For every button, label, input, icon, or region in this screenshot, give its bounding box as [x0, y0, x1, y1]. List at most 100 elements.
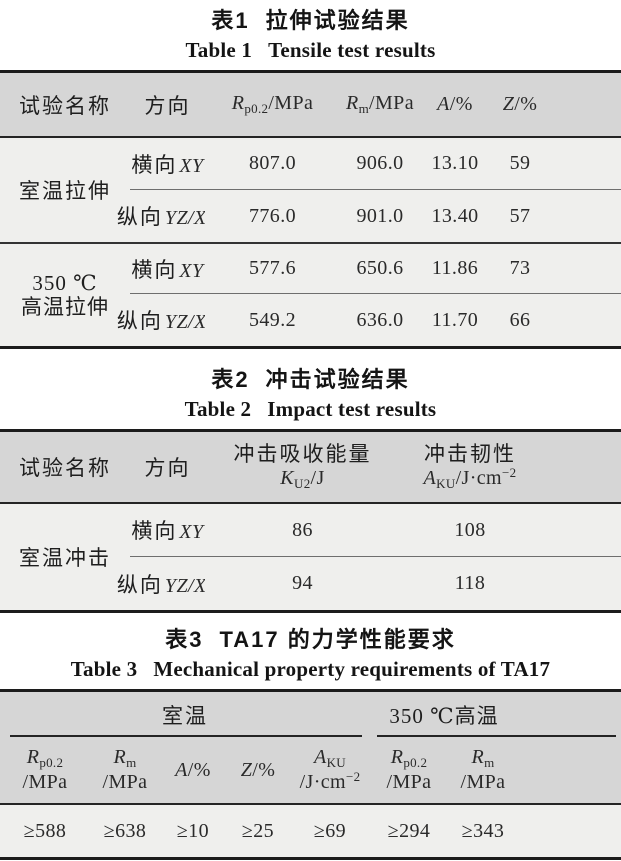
subscript: KU — [326, 754, 346, 770]
axis-code: XY — [179, 259, 204, 282]
symbol: R — [390, 746, 404, 769]
t3-value-rm-room: ≥638 — [90, 805, 160, 857]
t2-header-test-name: 试验名称 — [0, 432, 130, 504]
t3-value-a: ≥10 — [160, 805, 226, 857]
unit-label: /MPa — [22, 770, 68, 793]
t3-group-room-temp: 室温 — [0, 692, 370, 737]
symbol-line: Rm — [471, 746, 494, 771]
table2-caption-en: Table 2 Impact test results — [0, 395, 621, 423]
cn-text: 横向 — [131, 152, 178, 177]
spacer-cell — [550, 294, 621, 346]
t1-g2-r1-z: 73 — [490, 242, 550, 294]
spacer-cell — [550, 242, 621, 294]
superscript: −2 — [502, 465, 517, 481]
symbol: R — [346, 92, 359, 114]
unit-label: /% — [449, 93, 473, 115]
rp02-label: Rp0.2/MPa — [232, 92, 314, 117]
symbol: A — [313, 745, 327, 768]
unit-label: /% — [187, 758, 211, 781]
direction-label: 纵向 YZ/XZ — [117, 569, 218, 599]
spacer-cell — [518, 737, 621, 805]
table2-caption-en-label: Table 2 — [184, 397, 252, 421]
table1-caption-en-label: Table 1 — [185, 38, 253, 62]
t1-g1-r1-rm: 906.0 — [340, 138, 420, 190]
unit-label: /J·cm — [455, 467, 502, 490]
table3-caption-cn-text: TA17 的力学性能要求 — [219, 627, 456, 652]
cn-text: 横向 — [131, 519, 178, 543]
direction-label: 横向 XY — [131, 254, 203, 284]
subscript: p0.2 — [403, 755, 428, 771]
table1-caption-cn: 表1 拉伸试验结果 — [0, 6, 621, 36]
cn-text: 冲击韧性 — [424, 441, 516, 466]
table2: 试验名称 方向 冲击吸收能量 KU2/J 冲击韧性 AKU/J·cm−2 室温冲… — [0, 429, 621, 613]
t1-g2-r2-z: 66 — [490, 294, 550, 346]
t1-g1-r2-z: 57 — [490, 190, 550, 242]
table1-caption-en-text: Tensile test results — [268, 38, 436, 62]
symbol: A — [175, 758, 188, 781]
symbol: R — [26, 746, 40, 769]
cn-text: 纵向 — [116, 205, 163, 229]
symbol: R — [113, 746, 127, 769]
unit-label: /MPa — [369, 92, 414, 114]
symbol-line: Rm — [113, 746, 136, 771]
group-name-line1: 350 ℃ — [32, 270, 98, 295]
axis-code: XY — [179, 154, 204, 177]
t2-g1-r2-energy: 94 — [205, 557, 400, 610]
axis-code: YZ/XZ — [164, 311, 219, 333]
subscript: p0.2 — [39, 755, 64, 771]
table2-caption-cn: 表2 冲击试验结果 — [0, 365, 621, 395]
spacer-cell — [540, 557, 621, 610]
t1-g1-r1-rp02: 807.0 — [205, 138, 340, 190]
unit-label: /MPa — [460, 770, 506, 793]
unit-label: /MPa — [102, 770, 148, 793]
t2-header-impact-toughness: 冲击韧性 AKU/J·cm−2 — [400, 432, 540, 504]
subscript: KU — [436, 476, 456, 492]
t3-value-rp02-high: ≥294 — [370, 805, 448, 857]
subscript: p0.2 — [244, 101, 269, 116]
t1-g2-r2-rm: 636.0 — [340, 294, 420, 346]
group-name-line2: 高温拉伸 — [21, 295, 109, 319]
cn-text: 纵向 — [116, 309, 163, 333]
symbol: R — [231, 92, 245, 114]
t3-value-z: ≥25 — [226, 805, 290, 857]
t1-g1-r2-a: 13.40 — [420, 190, 490, 242]
unit-label: /MPa — [386, 770, 432, 793]
table1: 试验名称 方向 Rp0.2/MPa Rm/MPa A/% Z/% 室温拉伸 横向… — [0, 70, 621, 349]
a-label: A/% — [437, 93, 473, 116]
t3-value-aku: ≥69 — [290, 805, 370, 857]
t1-g2-r2-rp02: 549.2 — [205, 294, 340, 346]
cn-text: 冲击吸收能量 — [233, 442, 372, 467]
t3-value-rm-high: ≥343 — [448, 805, 518, 857]
table1-caption-en: Table 1 Tensile test results — [0, 36, 621, 64]
axis-code: YZ/XZ — [164, 574, 219, 597]
subscript: m — [358, 101, 370, 116]
z-label: Z/% — [241, 759, 276, 782]
t2-g1-r2-direction: 纵向 YZ/XZ — [117, 557, 218, 610]
t1-g1-r2-rm: 901.0 — [340, 190, 420, 242]
z-label: Z/% — [503, 93, 538, 116]
direction-label: 横向 XY — [131, 515, 203, 545]
unit-label: /J·cm — [299, 771, 346, 794]
spacer-cell — [550, 138, 621, 190]
symbol: R — [471, 746, 485, 769]
symbol-line: Rp0.2 — [27, 746, 64, 771]
symbol: Z — [240, 758, 253, 781]
t1-header-z: Z/% — [490, 73, 550, 138]
spacer-cell — [550, 190, 621, 242]
t3-header-z: Z/% — [226, 737, 290, 805]
t1-header-test-name: 试验名称 — [0, 73, 130, 138]
t2-g1-r1-toughness: 108 — [400, 504, 540, 557]
t2-g1-r1-direction: 横向 XY — [130, 504, 205, 557]
symbol: K — [280, 466, 295, 489]
t1-header-a: A/% — [420, 73, 490, 138]
t1-header-rp02: Rp0.2/MPa — [205, 73, 340, 138]
symbol: A — [423, 467, 437, 490]
subscript: U2 — [294, 475, 311, 491]
axis-code: YZ/XZ — [164, 207, 219, 229]
t1-g2-r1-rm: 650.6 — [340, 242, 420, 294]
cn-text: 纵向 — [116, 572, 163, 597]
symbol: A — [437, 93, 450, 115]
table3-caption-cn: 表3 TA17 的力学性能要求 — [0, 625, 621, 655]
unit-label: /% — [252, 758, 276, 781]
subscript: m — [484, 755, 495, 771]
